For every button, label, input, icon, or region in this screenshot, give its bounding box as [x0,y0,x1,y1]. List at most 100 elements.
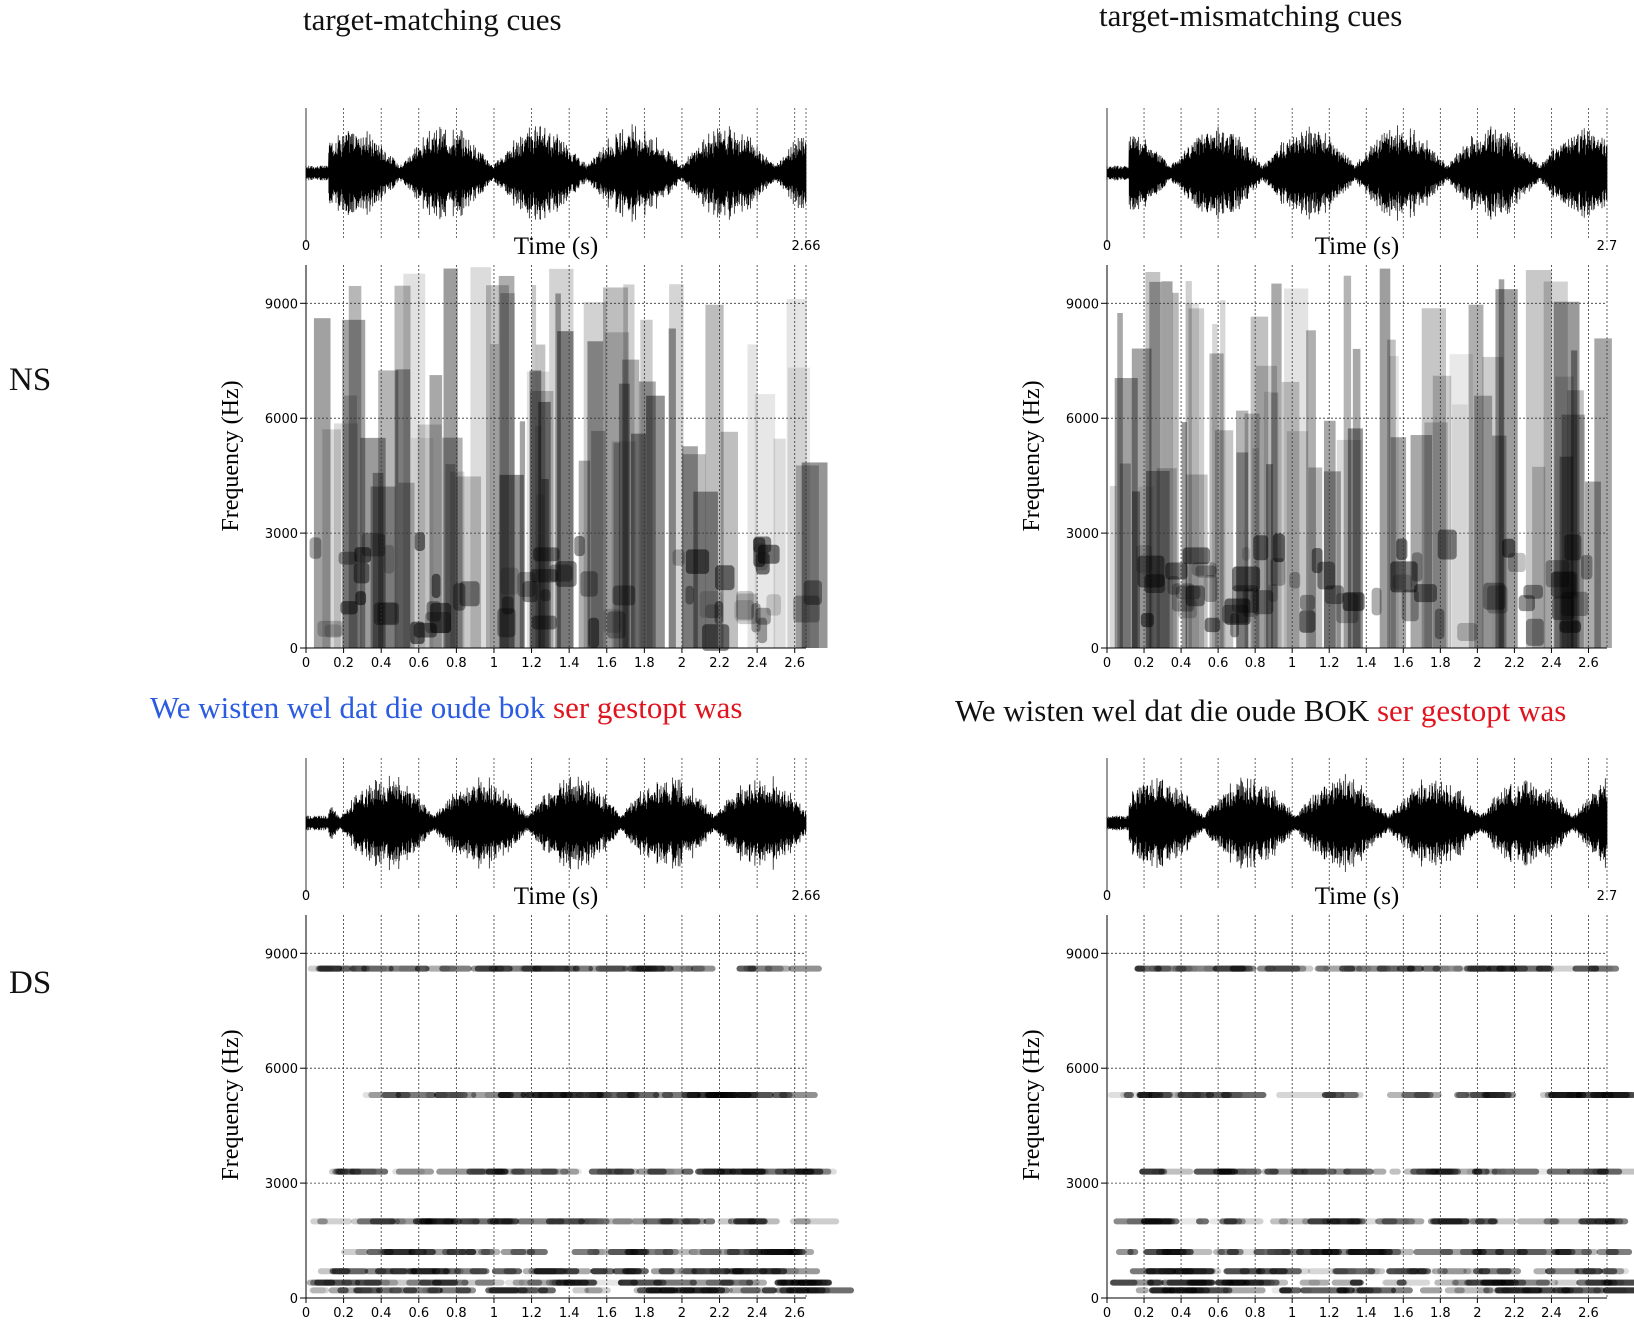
spectrogram-harmonic-band [1402,1218,1416,1225]
spectrogram-low-formant [1195,565,1217,578]
spectrogram-harmonic-band [455,1287,472,1294]
spectrogram-low-formant [714,600,724,625]
spectrogram-harmonic-band [689,1279,734,1286]
spectrogram-energy-band [445,464,456,648]
spectrogram-harmonic-band [694,1168,733,1175]
spectrogram-harmonic-band [1166,1279,1216,1286]
spectrogram-harmonic-band [768,1249,815,1256]
spectrogram-harmonic-band [1142,1218,1180,1225]
spectrogram-energy-band [313,318,331,648]
spectrogram-energy-band [486,285,509,648]
spectrogram-energy-band [705,304,724,648]
sentence-mismatching-word-gestopt: gestopt [1420,693,1511,728]
spectrogram-harmonic-band [439,1287,477,1294]
spectrogram-harmonic-band [671,965,706,972]
spectrogram-harmonic-band [375,1268,418,1275]
spectrogram-harmonic-band [1329,1218,1361,1225]
sentence-mismatching: We wisten wel dat die oude BOK ser gesto… [955,693,1566,729]
spectrogram-x-tick-label: 0.2 [1134,1306,1155,1320]
spectrogram-harmonic-band [1151,1168,1167,1175]
spectrogram-harmonic-band [729,1168,766,1175]
spectrogram-harmonic-band [1265,965,1307,972]
spectrogram-x-tick-label: 2.2 [709,1306,730,1320]
spectrogram-x-tick-label: 0.6 [408,1306,429,1320]
spectrogram-harmonic-band [1524,1287,1553,1294]
spectrogram-harmonic-band [512,1279,543,1286]
spectrogram-harmonic-band [1253,1249,1291,1256]
spectrogram-harmonic-band [310,1279,361,1286]
spectrogram-harmonic-band [393,1249,437,1256]
spectrogram-harmonic-band [317,965,343,972]
spectrogram-harmonic-band [1352,1287,1374,1294]
spectrogram-low-formant [531,615,557,630]
spectrogram-energy-band [682,446,698,648]
spectrogram-low-formant [1165,562,1188,580]
spectrogram-harmonic-band [527,1279,562,1286]
spectrogram-low-formant [517,572,536,597]
spectrogram-energy-band [611,441,636,648]
spectrogram-harmonic-band [1147,1279,1164,1286]
spectrogram-harmonic-band [1535,1279,1559,1286]
spectrogram-energy-band [591,430,606,648]
spectrogram-harmonic-band [500,1249,536,1256]
spectrogram-harmonic-band [563,1279,597,1286]
spectrogram-harmonic-band [1598,1268,1630,1275]
waveform-tick-label-start: 0 [1103,239,1111,254]
spectrogram-harmonic-band [443,1268,464,1275]
spectrogram-harmonic-band [647,1168,667,1175]
spectrogram-energy-band [604,332,630,648]
spectrogram-harmonic-band [1161,1287,1211,1294]
spectrogram-low-formant [793,595,820,623]
spectrogram-low-formant [1167,576,1180,595]
spectrogram-harmonic-band [706,1092,752,1099]
spectrogram-harmonic-band [1324,1092,1337,1099]
spectrogram-harmonic-band [678,1268,706,1275]
spectrogram-harmonic-band [465,1249,477,1256]
spectrogram-x-tick-label: 1.6 [596,1306,617,1320]
spectrogram-low-formant [1253,535,1269,561]
spectrogram-energy-band [1185,303,1199,648]
spectrogram-y-tick-label: 0 [1091,642,1099,657]
spectrogram-harmonic-band [695,1168,726,1175]
spectrogram-harmonic-band [1454,1287,1490,1294]
spectrogram-low-formant [1392,574,1413,590]
spectrogram-x-tick-label: 2.6 [784,1306,805,1320]
spectrogram-harmonic-band [1539,1092,1556,1099]
spectrogram-harmonic-band [1596,1249,1620,1256]
spectrogram-harmonic-band [688,1249,722,1256]
spectrogram-harmonic-band [1576,1279,1613,1286]
spectrogram-harmonic-band [468,1218,516,1225]
spectrogram-low-formant [1396,538,1408,561]
spectrogram-energy-band [747,344,758,648]
spectrogram-harmonic-band [469,1268,490,1275]
spectrogram-harmonic-band [1560,1287,1602,1294]
spectrogram-energy-band [1263,391,1271,648]
spectrogram-harmonic-band [1575,1092,1614,1099]
spectrogram-harmonic-band [653,1279,697,1286]
spectrogram-energy-band [1138,486,1154,648]
spectrogram-harmonic-band [730,1092,751,1099]
spectrogram-harmonic-band [1456,1092,1491,1099]
spectrogram-x-tick-label: 0.8 [1245,1306,1266,1320]
spectrogram-harmonic-band [1157,1268,1208,1275]
spectrogram-x-tick-label: 1.4 [1356,656,1377,671]
spectrogram-harmonic-band [1137,1092,1158,1099]
spectrogram-low-formant [309,537,322,559]
spectrogram-harmonic-band [583,1287,611,1294]
spectrogram-low-formant [1178,598,1197,619]
spectrogram-harmonic-band [583,1218,633,1225]
spectrogram-harmonic-band [1321,1092,1345,1099]
spectrogram-harmonic-band [1403,1168,1431,1175]
spectrogram-x-tick-label: 1 [490,1306,498,1320]
spectrogram-low-formant [410,621,425,645]
spectrogram-x-tick-label: 1.6 [596,656,617,671]
spectrogram-harmonic-band [565,1168,582,1175]
spectrogram-harmonic-band [690,965,716,972]
spectrogram-x-tick-label: 1.2 [1319,1306,1340,1320]
spectrogram-low-formant [355,591,367,606]
spectrogram-energy-band [531,284,537,648]
spectrogram-low-formant [672,549,685,566]
spectrogram-harmonic-band [1367,1268,1386,1275]
spectrogram-harmonic-band [1301,1168,1328,1175]
spectrogram-harmonic-band [1123,1092,1134,1099]
